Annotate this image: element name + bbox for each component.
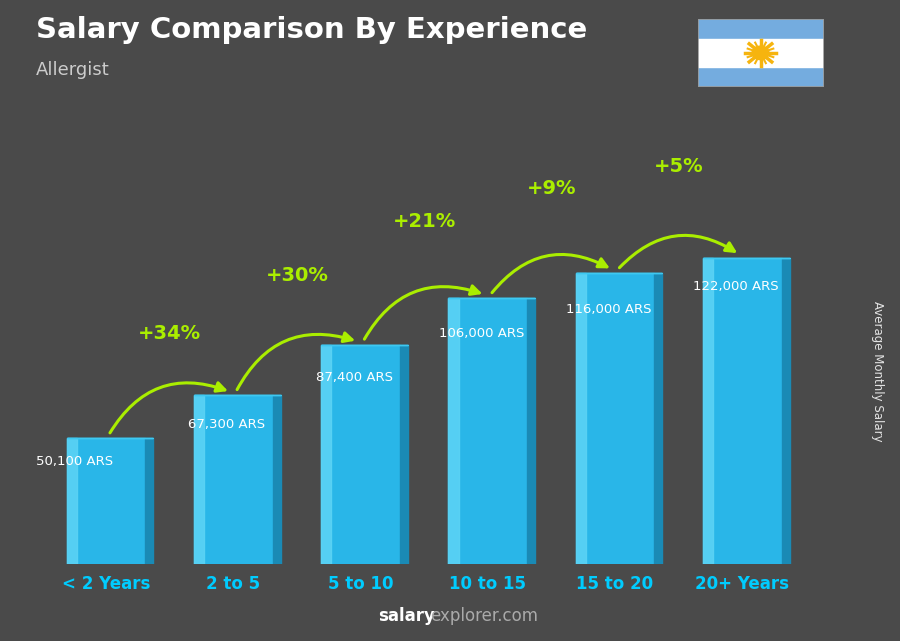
Bar: [67, 438, 76, 564]
Circle shape: [752, 46, 769, 60]
Text: explorer.com: explorer.com: [430, 607, 538, 625]
Text: +5%: +5%: [653, 157, 704, 176]
Bar: [448, 298, 458, 564]
Text: 50,100 ARS: 50,100 ARS: [36, 455, 112, 468]
Bar: [448, 298, 527, 564]
Bar: [698, 38, 824, 67]
Text: 122,000 ARS: 122,000 ARS: [693, 280, 778, 293]
Text: 116,000 ARS: 116,000 ARS: [566, 303, 652, 316]
Bar: [273, 395, 281, 564]
Bar: [146, 438, 153, 564]
Text: +21%: +21%: [392, 212, 455, 231]
Text: +30%: +30%: [266, 266, 328, 285]
Bar: [321, 344, 400, 564]
Bar: [400, 344, 408, 564]
Text: salary: salary: [378, 607, 435, 625]
Text: Salary Comparison By Experience: Salary Comparison By Experience: [36, 16, 587, 44]
Bar: [782, 258, 789, 564]
Text: Average Monthly Salary: Average Monthly Salary: [871, 301, 884, 442]
Bar: [654, 272, 662, 564]
Bar: [67, 438, 146, 564]
Bar: [575, 272, 586, 564]
Text: Allergist: Allergist: [36, 61, 110, 79]
Bar: [703, 258, 713, 564]
Text: +34%: +34%: [138, 324, 202, 343]
Bar: [527, 298, 536, 564]
Bar: [321, 344, 331, 564]
Bar: [194, 395, 273, 564]
Bar: [703, 258, 782, 564]
Text: 87,400 ARS: 87,400 ARS: [316, 370, 392, 384]
Bar: [575, 272, 654, 564]
Text: 106,000 ARS: 106,000 ARS: [438, 327, 524, 340]
Text: +9%: +9%: [526, 179, 576, 198]
Bar: [194, 395, 204, 564]
Text: 67,300 ARS: 67,300 ARS: [188, 418, 266, 431]
